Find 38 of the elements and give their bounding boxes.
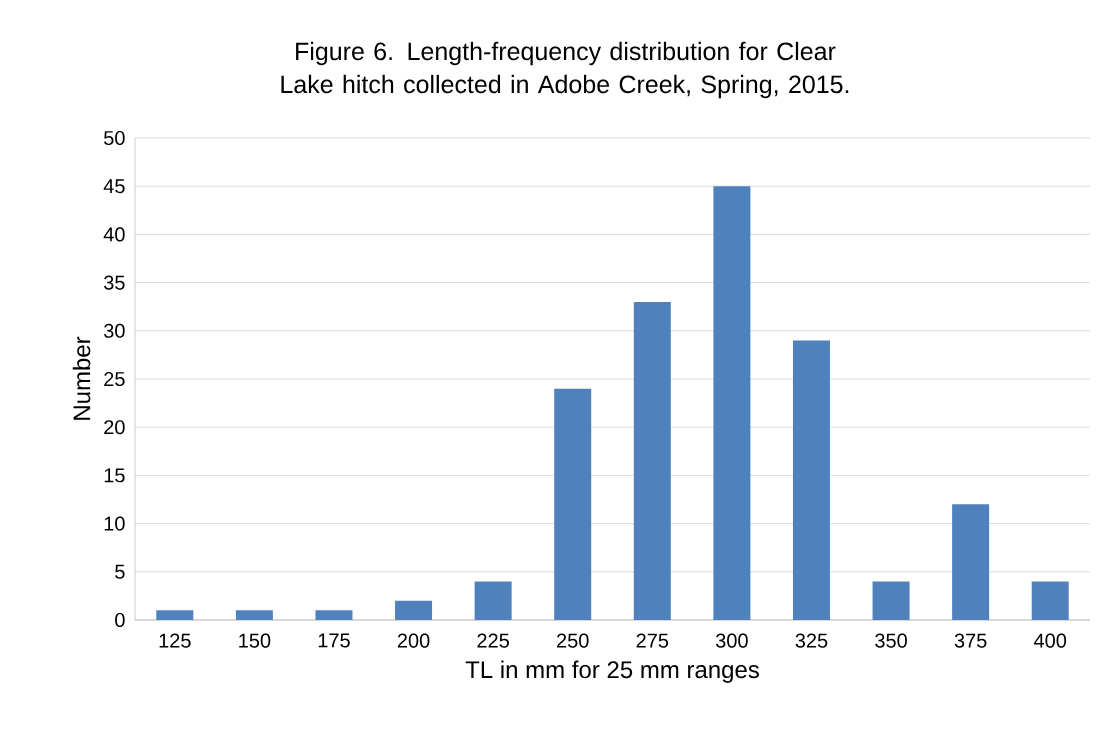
- bar: [156, 610, 194, 620]
- y-tick-label: 40: [103, 227, 125, 242]
- x-tick-label: 325: [795, 633, 828, 648]
- bar: [872, 581, 910, 620]
- y-axis-title: Number: [72, 336, 91, 420]
- x-tick-label: 350: [875, 633, 907, 648]
- bar: [474, 581, 512, 620]
- y-tick-label: 0: [115, 612, 125, 628]
- x-tick-label: 400: [1033, 633, 1067, 648]
- x-tick-label: 300: [715, 633, 748, 648]
- x-tick-label: 150: [239, 633, 271, 648]
- bar: [952, 504, 990, 620]
- bar: [792, 340, 830, 620]
- y-tick-label: 15: [104, 468, 125, 483]
- bar: [1031, 581, 1069, 620]
- y-tick-label: 50: [104, 130, 125, 146]
- x-tick-label: 275: [636, 633, 669, 648]
- x-tick-label: 125: [159, 633, 191, 648]
- x-tick-label: 200: [397, 633, 430, 648]
- x-tick-label: 225: [477, 633, 509, 648]
- bar: [235, 610, 273, 620]
- x-tick-label: 175: [318, 633, 350, 648]
- bar: [713, 186, 751, 620]
- x-axis-title: TL in mm for 25 mm ranges: [465, 660, 759, 683]
- bar: [554, 388, 592, 620]
- bar: [315, 610, 353, 620]
- x-tick-label: 250: [557, 633, 589, 648]
- x-tick-label: 375: [954, 633, 987, 648]
- y-tick-label: 20: [104, 420, 125, 435]
- y-tick-label: 45: [103, 179, 125, 194]
- y-tick-label: 35: [103, 275, 125, 290]
- y-tick-label: 25: [104, 371, 125, 387]
- bar: [633, 301, 671, 620]
- y-tick-label: 5: [115, 564, 125, 579]
- y-tick-label: 10: [104, 516, 125, 531]
- chart-title: Figure 6. Length-frequency distribution for Clear Lake hitch collected in Adobe Creek, Spring, 2015.: [281, 41, 849, 99]
- y-tick-label: 30: [103, 323, 125, 338]
- bar: [395, 600, 433, 620]
